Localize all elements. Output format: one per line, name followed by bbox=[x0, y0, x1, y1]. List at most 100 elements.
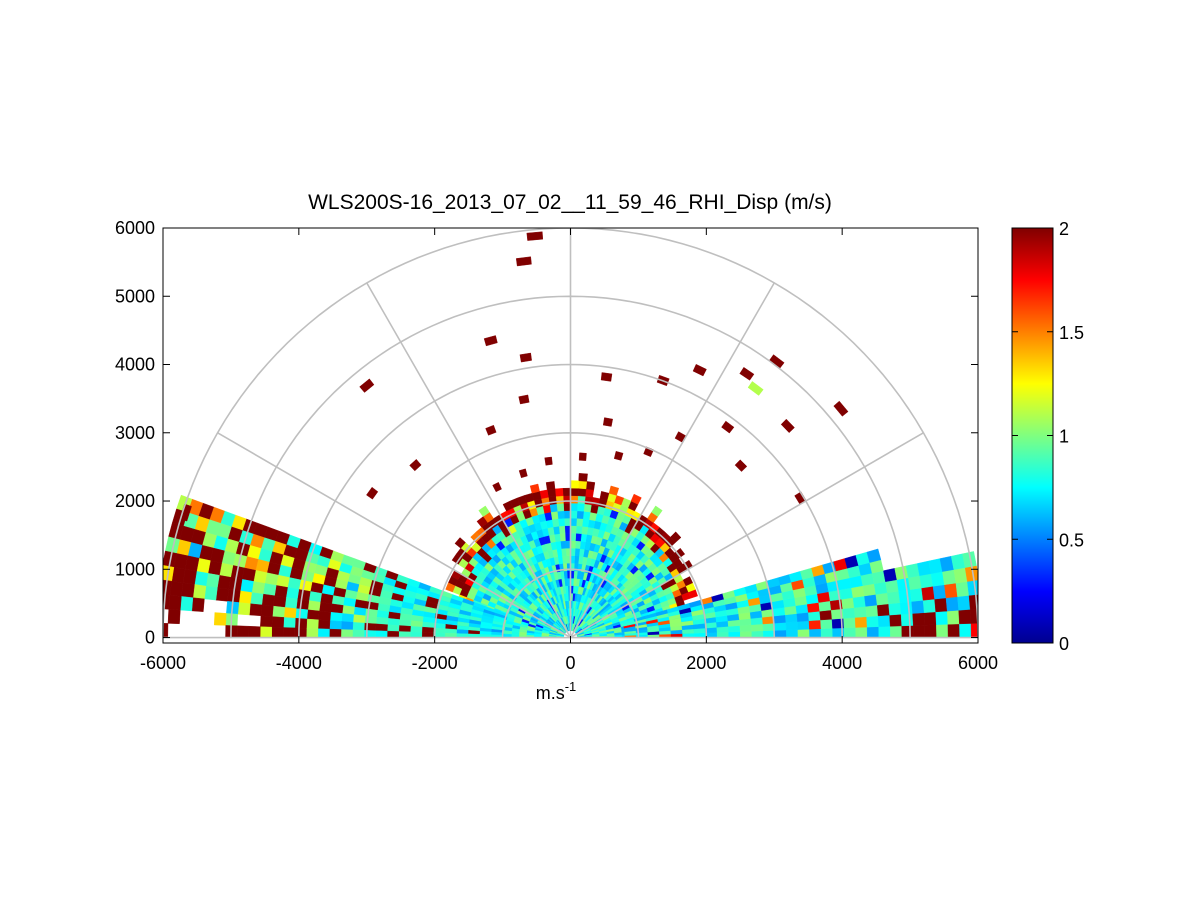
x-tick-label: -6000 bbox=[140, 653, 186, 673]
data-cell bbox=[786, 629, 799, 638]
data-cell bbox=[306, 618, 319, 629]
data-cell bbox=[306, 609, 320, 621]
data-cell bbox=[352, 622, 365, 631]
data-cell bbox=[295, 608, 309, 620]
data-cell bbox=[564, 517, 571, 527]
data-cell bbox=[888, 602, 902, 616]
data-cell bbox=[564, 525, 571, 534]
data-cell bbox=[739, 367, 755, 381]
data-cell bbox=[959, 623, 972, 638]
data-cell bbox=[875, 592, 889, 606]
data-cell bbox=[885, 579, 899, 594]
data-cell bbox=[483, 335, 498, 347]
data-cell bbox=[192, 584, 207, 600]
data-cell bbox=[478, 505, 490, 517]
data-cell bbox=[590, 504, 599, 514]
data-cell bbox=[317, 628, 330, 638]
data-cell bbox=[576, 518, 584, 527]
data-cell bbox=[911, 600, 925, 614]
data-cell bbox=[651, 505, 663, 517]
data-cell bbox=[294, 617, 308, 629]
data-cell bbox=[774, 629, 787, 638]
data-cell bbox=[485, 424, 497, 436]
data-cell bbox=[855, 626, 868, 638]
data-cell bbox=[570, 510, 578, 519]
data-cell bbox=[585, 481, 596, 491]
data-cell bbox=[274, 585, 288, 598]
data-cell bbox=[808, 610, 821, 622]
data-cell bbox=[557, 510, 565, 519]
data-cell bbox=[526, 231, 544, 241]
data-cell bbox=[762, 622, 776, 632]
data-cell bbox=[558, 525, 566, 534]
data-cell bbox=[583, 503, 592, 513]
data-cell bbox=[582, 511, 591, 520]
data-cell bbox=[294, 627, 307, 638]
data-cell bbox=[969, 608, 978, 624]
data-cell bbox=[739, 624, 752, 632]
x-tick-label: -2000 bbox=[412, 653, 458, 673]
data-cell bbox=[329, 620, 342, 630]
data-cell bbox=[578, 480, 588, 490]
data-cell bbox=[249, 603, 263, 617]
data-cell bbox=[819, 609, 833, 621]
data-cell bbox=[842, 607, 856, 619]
data-cell bbox=[363, 622, 377, 631]
data-cell bbox=[563, 510, 571, 519]
data-cell bbox=[922, 598, 936, 613]
data-cell bbox=[549, 503, 558, 513]
data-cell bbox=[751, 623, 764, 632]
data-cell bbox=[444, 628, 457, 634]
data-cell bbox=[747, 381, 764, 396]
data-cell bbox=[602, 417, 613, 427]
data-cell bbox=[721, 420, 735, 434]
data-cell bbox=[563, 502, 571, 512]
data-cell bbox=[674, 547, 686, 559]
data-cell bbox=[467, 630, 480, 635]
data-cell bbox=[451, 553, 463, 565]
data-cell bbox=[570, 532, 577, 541]
colorbar-tick-label: 0 bbox=[1059, 634, 1069, 654]
data-cell bbox=[308, 591, 322, 603]
data-cell bbox=[820, 618, 833, 629]
colorbar-tick-label: 1 bbox=[1059, 427, 1069, 447]
data-cell bbox=[167, 609, 181, 625]
data-cell bbox=[585, 488, 595, 498]
data-cell bbox=[271, 616, 285, 628]
data-cell bbox=[205, 573, 220, 588]
data-cell bbox=[716, 631, 729, 638]
data-cell bbox=[163, 623, 169, 638]
data-cell bbox=[546, 488, 556, 498]
x-tick-label: 0 bbox=[565, 653, 575, 673]
data-cell bbox=[238, 590, 252, 604]
data-cell bbox=[409, 631, 423, 638]
data-cell bbox=[682, 576, 693, 587]
data-cell bbox=[785, 621, 799, 631]
data-cell bbox=[751, 630, 764, 638]
data-cell bbox=[578, 473, 588, 482]
polar-grid bbox=[163, 228, 978, 639]
data-cell bbox=[296, 598, 310, 611]
x-tick-label: 6000 bbox=[958, 653, 998, 673]
data-cell bbox=[833, 400, 849, 417]
data-cell bbox=[352, 629, 365, 638]
data-cell bbox=[865, 604, 879, 617]
data-cell bbox=[883, 568, 898, 582]
data-cell bbox=[204, 585, 218, 601]
polar-spoke bbox=[570, 432, 924, 639]
data-cell bbox=[375, 623, 388, 632]
data-cell bbox=[900, 613, 914, 627]
data-cell bbox=[518, 468, 528, 479]
data-cell bbox=[774, 622, 787, 631]
data-cell bbox=[217, 575, 231, 590]
data-cell bbox=[739, 630, 753, 638]
x-tick-label: 2000 bbox=[686, 653, 726, 673]
data-cell bbox=[564, 532, 571, 541]
data-cell bbox=[181, 582, 195, 598]
data-cell bbox=[445, 582, 456, 593]
data-cell bbox=[410, 626, 423, 633]
data-cell bbox=[854, 616, 868, 628]
data-cell bbox=[734, 459, 748, 472]
data-cell bbox=[271, 626, 284, 638]
data-cell bbox=[456, 629, 469, 635]
